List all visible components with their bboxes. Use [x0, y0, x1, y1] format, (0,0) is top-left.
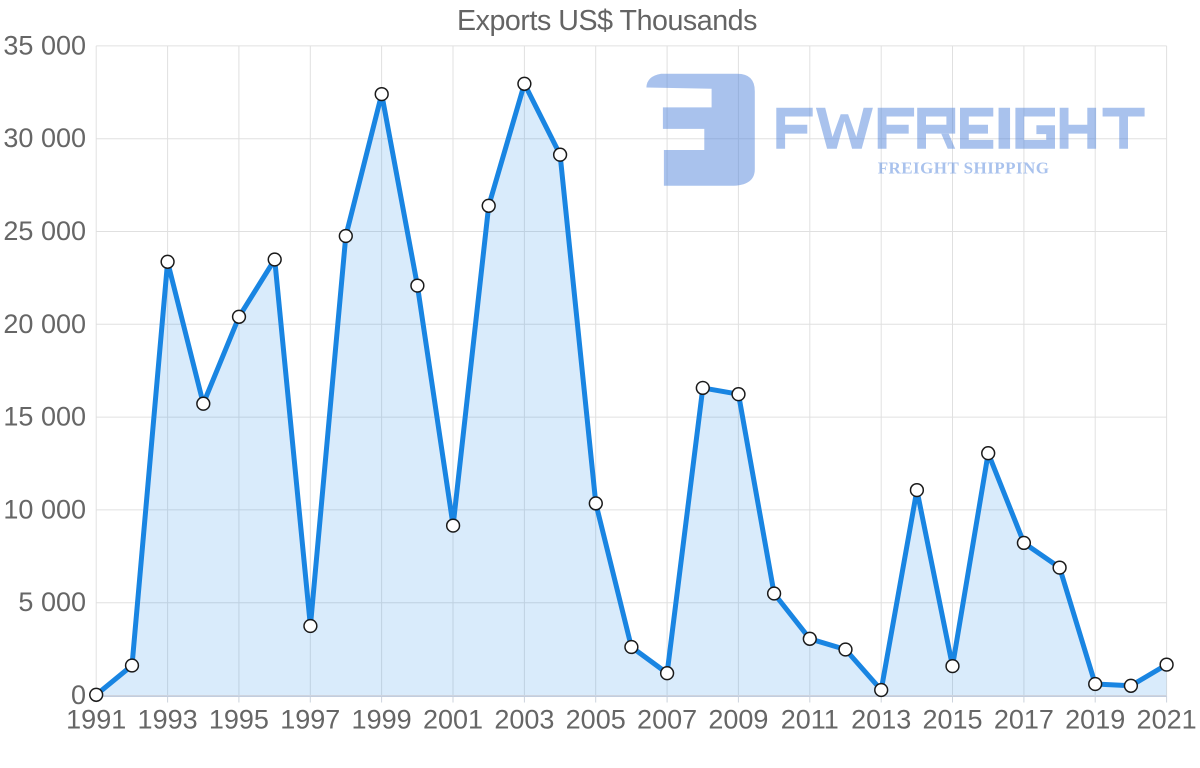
- svg-text:2007: 2007: [637, 705, 697, 735]
- svg-text:1995: 1995: [209, 705, 269, 735]
- svg-text:FREIGHT SHIPPING: FREIGHT SHIPPING: [878, 159, 1050, 178]
- svg-text:Exports US$ Thousands: Exports US$ Thousands: [457, 5, 757, 37]
- svg-text:30 000: 30 000: [3, 123, 86, 153]
- svg-text:2009: 2009: [708, 705, 768, 735]
- svg-text:1997: 1997: [280, 705, 340, 735]
- svg-text:35 000: 35 000: [3, 30, 86, 60]
- svg-text:10 000: 10 000: [3, 494, 86, 524]
- svg-text:2011: 2011: [781, 705, 839, 735]
- svg-text:5 000: 5 000: [18, 587, 86, 617]
- svg-text:2019: 2019: [1065, 705, 1125, 735]
- svg-text:15 000: 15 000: [3, 402, 86, 432]
- svg-text:1993: 1993: [138, 705, 198, 735]
- svg-text:2015: 2015: [922, 705, 982, 735]
- svg-text:0: 0: [71, 680, 86, 710]
- svg-text:2003: 2003: [494, 705, 554, 735]
- svg-text:2001: 2001: [423, 705, 483, 735]
- svg-text:1991: 1991: [66, 705, 126, 735]
- svg-text:20 000: 20 000: [3, 309, 86, 339]
- svg-text:2017: 2017: [994, 705, 1054, 735]
- svg-text:25 000: 25 000: [3, 216, 86, 246]
- svg-text:1999: 1999: [352, 705, 412, 735]
- svg-text:2005: 2005: [566, 705, 626, 735]
- svg-text:2013: 2013: [851, 705, 911, 735]
- svg-text:2021: 2021: [1137, 705, 1197, 735]
